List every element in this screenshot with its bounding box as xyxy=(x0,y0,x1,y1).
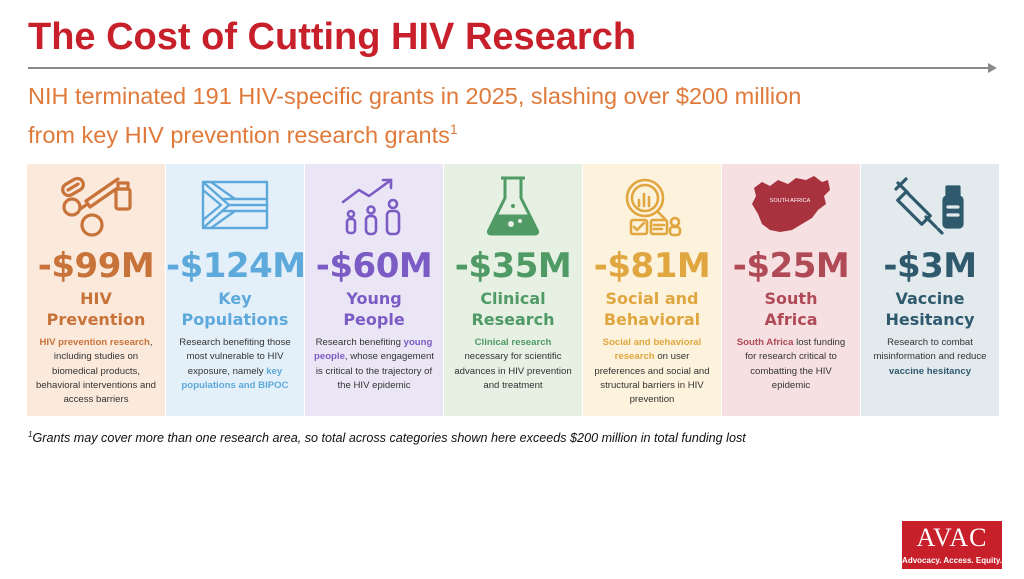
card-description-text: on user preferences and social and struc… xyxy=(594,351,710,406)
card-category-line-1: HIV xyxy=(80,289,112,308)
card-category: HIV Prevention xyxy=(31,288,161,330)
card-description-highlight: young people xyxy=(314,337,433,363)
card-amount: -$3M xyxy=(883,246,977,286)
card-key-populations: -$124M Key Populations Research benefiti… xyxy=(166,164,304,416)
card-category-line-2: Research xyxy=(471,310,555,329)
title-divider xyxy=(28,67,990,69)
card-category-line-2: Prevention xyxy=(46,310,146,329)
card-description: Research benefiting young people, whose … xyxy=(313,336,435,393)
card-category-line-2: Behavioral xyxy=(603,310,701,329)
card-category-line-1: Vaccine xyxy=(895,289,965,308)
card-description-highlight: HIV prevention research xyxy=(39,337,150,348)
card-category-line-1: Clinical xyxy=(480,289,546,308)
card-amount: -$60M xyxy=(315,246,433,286)
card-clinical-research: -$35M Clinical Research Clinical researc… xyxy=(444,164,582,416)
card-category: Vaccine Hesitancy xyxy=(865,288,995,330)
syringe-pills-icon xyxy=(27,172,165,240)
syringe-vial-icon xyxy=(861,172,999,240)
logo-tagline: Advocacy. Access. Equity. xyxy=(902,556,1002,565)
card-description-text: , whose engagement is critical to the tr… xyxy=(315,351,434,391)
card-category: South Africa xyxy=(726,288,856,330)
card-category-line-2: People xyxy=(343,310,405,329)
south-africa-map-icon: SOUTH AFRICA xyxy=(722,172,860,240)
card-category: Key Populations xyxy=(170,288,300,330)
flask-icon xyxy=(444,172,582,240)
card-category-line-2: Africa xyxy=(764,310,818,329)
card-amount: -$35M xyxy=(454,246,572,286)
card-south-africa: SOUTH AFRICA -$25M South Africa South Af… xyxy=(722,164,860,416)
card-description: South Africa lost funding for research c… xyxy=(730,336,852,393)
growth-people-icon xyxy=(305,172,443,240)
card-description-text: lost funding for research critical to co… xyxy=(745,337,846,391)
card-category: Clinical Research xyxy=(448,288,578,330)
card-description: Clinical research necessary for scientif… xyxy=(452,336,574,393)
card-category: Young People xyxy=(309,288,439,330)
card-young-people: -$60M Young People Research benefiting y… xyxy=(305,164,443,416)
card-description-text: Research benefiting xyxy=(315,337,404,348)
card-category-line-2: Hesitancy xyxy=(885,310,975,329)
funding-cards: -$99M HIV Prevention HIV prevention rese… xyxy=(27,164,999,416)
card-vaccine-hesitancy: -$3M Vaccine Hesitancy Research to comba… xyxy=(861,164,999,416)
subtitle: NIH terminated 191 HIV-specific grants i… xyxy=(28,80,988,152)
subtitle-footnote-marker: 1 xyxy=(449,121,458,137)
card-description-highlight: key populations and BIPOC xyxy=(181,365,289,391)
footnote-text: Grants may cover more than one research … xyxy=(32,431,746,446)
slide-title: The Cost of Cutting HIV Research xyxy=(28,16,637,58)
card-description-highlight: South Africa xyxy=(736,337,794,348)
card-description-text: necessary for scientific advances in HIV… xyxy=(454,351,572,391)
arrow-head-icon xyxy=(988,63,997,73)
card-category-line-1: Social and xyxy=(605,289,699,308)
logo-name: AVAC xyxy=(916,523,988,552)
map-label: SOUTH AFRICA xyxy=(770,198,811,204)
card-description-text: Research benefiting those most vulnerabl… xyxy=(179,337,291,377)
card-hiv-prevention: -$99M HIV Prevention HIV prevention rese… xyxy=(27,164,165,416)
card-description-text: , including studies on biomedical produc… xyxy=(35,337,156,406)
subtitle-line-1: NIH terminated 191 HIV-specific grants i… xyxy=(28,83,802,109)
card-category: Social and Behavioral xyxy=(587,288,717,330)
card-description-text: Research to combat misinformation and re… xyxy=(873,337,987,363)
flag-icon xyxy=(166,172,304,240)
card-description: Social and behavioral research on user p… xyxy=(591,336,713,407)
footnote: 1Grants may cover more than one research… xyxy=(28,430,988,445)
card-description: Research to combat misinformation and re… xyxy=(869,336,991,379)
card-description-highlight: Social and behavioral research xyxy=(602,337,702,363)
card-social-behavioral: -$81M Social and Behavioral Social and b… xyxy=(583,164,721,416)
card-description: HIV prevention research, including studi… xyxy=(35,336,157,407)
avac-logo: AVAC Advocacy. Access. Equity. xyxy=(902,521,1002,569)
card-amount: -$25M xyxy=(732,246,850,286)
subtitle-line-2: from key HIV prevention research grants xyxy=(28,121,450,148)
footnote-marker: 1 xyxy=(28,430,33,439)
card-category-line-1: Young xyxy=(346,289,402,308)
card-description: Research benefiting those most vulnerabl… xyxy=(174,336,296,393)
card-amount: -$81M xyxy=(593,246,711,286)
card-description-highlight: Clinical research xyxy=(474,337,552,348)
card-amount: -$124M xyxy=(166,246,304,286)
card-category-line-1: South xyxy=(764,289,818,308)
card-description-highlight: vaccine hesitancy xyxy=(888,365,972,377)
card-amount: -$99M xyxy=(37,246,155,286)
card-category-line-2: Populations xyxy=(181,310,289,329)
card-category-line-1: Key xyxy=(218,289,252,308)
magnifier-chart-icon xyxy=(583,172,721,240)
